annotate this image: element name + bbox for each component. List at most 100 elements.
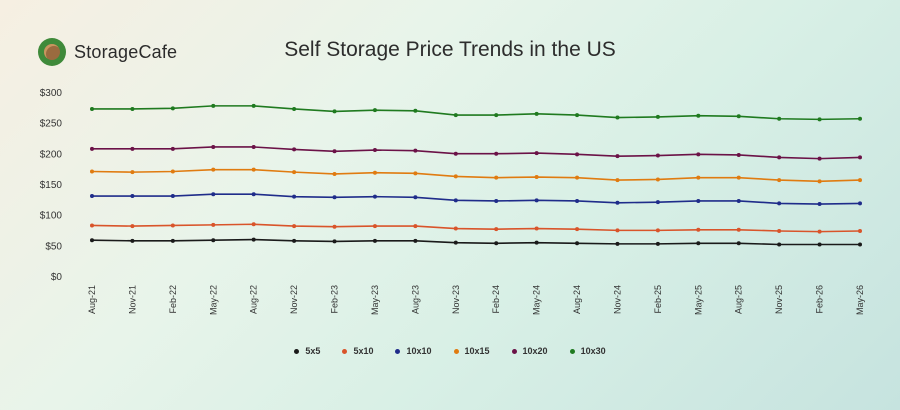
data-point-10x10: [413, 195, 418, 200]
data-point-5x10: [170, 223, 175, 228]
data-point-5x10: [251, 222, 256, 227]
data-point-10x20: [413, 148, 418, 153]
data-point-10x20: [696, 152, 701, 157]
x-tick-label: Aug-25: [734, 285, 744, 314]
data-point-5x5: [211, 238, 216, 243]
data-point-10x30: [494, 113, 499, 118]
data-point-10x10: [251, 192, 256, 197]
data-point-5x10: [130, 224, 135, 229]
data-point-10x20: [453, 151, 458, 156]
legend-label: 10x30: [580, 346, 606, 356]
data-point-5x5: [615, 241, 620, 246]
data-point-10x15: [90, 169, 94, 174]
data-point-10x20: [251, 144, 256, 149]
data-point-5x5: [534, 240, 539, 245]
y-tick-label: $250: [40, 119, 63, 130]
data-point-10x20: [575, 152, 580, 157]
brand-name: StorageCafe: [74, 41, 178, 62]
data-point-5x10: [655, 228, 660, 233]
x-tick-label: Nov-21: [127, 285, 137, 314]
data-point-10x30: [858, 116, 862, 121]
x-tick-label: Feb-25: [653, 285, 663, 314]
data-point-10x15: [858, 178, 862, 183]
data-point-5x5: [332, 239, 337, 244]
data-point-5x5: [777, 242, 782, 247]
series-line-5x5: [91, 238, 860, 246]
x-tick-label: Feb-22: [168, 285, 178, 314]
data-point-5x10: [736, 227, 741, 232]
series-line-10x30: [92, 105, 861, 121]
legend-item-10x15: 10x15: [453, 346, 490, 356]
data-point-10x30: [736, 114, 741, 119]
y-tick-label: $100: [40, 211, 63, 222]
data-point-10x10: [534, 198, 539, 203]
data-point-10x30: [453, 113, 458, 118]
data-point-5x10: [817, 229, 822, 234]
data-point-10x20: [170, 146, 175, 151]
data-point-5x10: [534, 226, 539, 231]
legend-marker-icon: [453, 348, 459, 354]
data-point-10x20: [534, 151, 539, 156]
data-point-10x30: [777, 116, 782, 121]
data-point-10x20: [332, 149, 337, 154]
data-point-10x10: [494, 198, 499, 203]
data-point-10x15: [615, 178, 620, 183]
data-point-10x30: [817, 117, 822, 122]
data-point-10x30: [413, 108, 418, 113]
legend-marker-icon: [395, 348, 401, 354]
data-point-10x15: [130, 170, 135, 175]
x-tick-label: Feb-23: [330, 285, 340, 314]
x-tick-label: Feb-24: [491, 285, 501, 314]
data-point-10x15: [332, 171, 337, 176]
legend-item-10x20: 10x20: [511, 346, 548, 356]
data-point-5x10: [615, 228, 620, 233]
x-tick-label: May-22: [208, 285, 218, 315]
data-point-10x10: [211, 192, 216, 197]
data-point-10x10: [615, 200, 620, 205]
legend-item-5x5: 5x5: [294, 346, 320, 356]
data-point-5x10: [332, 224, 337, 229]
data-point-10x15: [372, 170, 377, 175]
x-tick-label: Nov-24: [612, 285, 622, 314]
chart-title: Self Storage Price Trends in the US: [284, 38, 616, 61]
data-point-10x15: [655, 177, 660, 182]
data-point-10x30: [170, 106, 175, 111]
data-point-10x10: [696, 198, 701, 203]
data-point-10x30: [292, 106, 297, 111]
x-tick-label: Aug-24: [572, 285, 582, 314]
x-tick-label: Nov-23: [451, 285, 461, 314]
data-point-10x10: [332, 195, 337, 200]
data-point-5x5: [413, 238, 418, 243]
data-point-10x30: [575, 113, 580, 118]
data-point-10x30: [534, 111, 539, 116]
data-point-10x30: [696, 113, 701, 118]
data-point-10x15: [413, 171, 418, 176]
data-point-5x10: [453, 226, 458, 231]
x-tick-label: Aug-22: [249, 285, 259, 314]
data-point-5x5: [575, 241, 580, 246]
data-point-10x20: [130, 146, 135, 151]
data-point-10x10: [90, 194, 94, 199]
data-point-10x15: [817, 179, 822, 184]
x-tick-label: Feb-26: [815, 285, 825, 314]
data-point-10x10: [575, 198, 580, 203]
storagecafe-logo-icon: [38, 38, 66, 66]
legend-label: 10x10: [406, 346, 432, 356]
data-point-10x30: [251, 103, 256, 108]
data-point-10x10: [292, 194, 297, 199]
brand-logo: StorageCafe: [38, 38, 177, 66]
data-point-10x15: [696, 175, 701, 180]
data-point-5x5: [817, 242, 822, 247]
data-point-10x20: [292, 147, 297, 152]
legend-marker-icon: [342, 348, 348, 354]
data-point-10x15: [453, 174, 458, 179]
x-tick-label: Nov-25: [774, 285, 784, 314]
x-tick-label: May-26: [855, 285, 865, 315]
y-tick-label: $0: [51, 272, 63, 283]
chart-legend: 5x5 5x10 10x10 10x15 10x20 10x30: [0, 346, 900, 356]
data-point-10x10: [453, 198, 458, 203]
data-point-10x30: [90, 106, 94, 111]
data-point-10x20: [777, 155, 782, 160]
data-point-10x15: [494, 175, 499, 180]
